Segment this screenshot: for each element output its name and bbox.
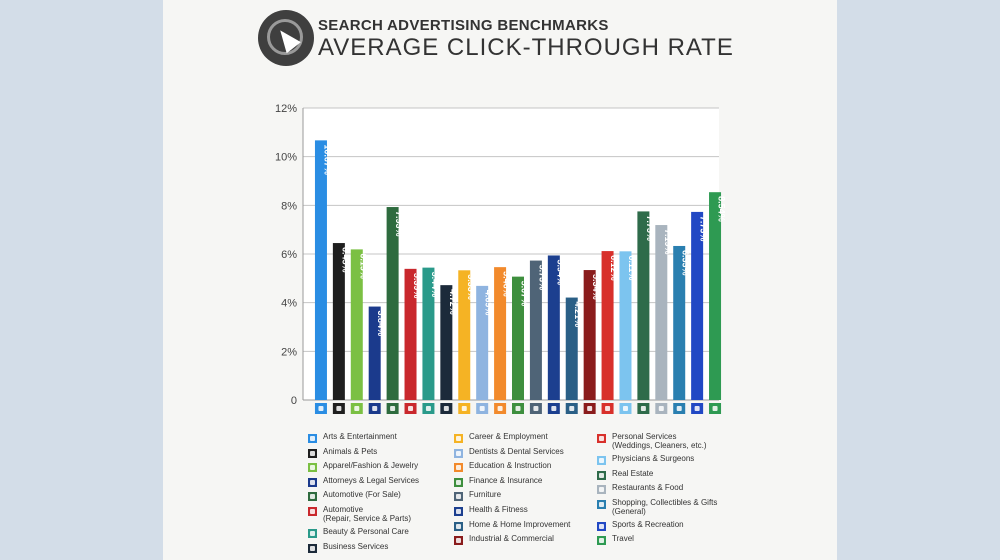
bar [368, 306, 381, 400]
bar-value-label: 5.44% [430, 272, 440, 298]
y-tick-label: 12% [275, 103, 297, 115]
y-tick-label: 6% [281, 249, 297, 261]
bar [583, 270, 596, 400]
bar-value-label: 8.54% [717, 196, 727, 222]
bar [386, 207, 399, 400]
bar-value-label: 6.33% [681, 250, 691, 276]
icon-glyph [336, 406, 342, 411]
icon-glyph [605, 406, 611, 411]
bar [655, 225, 668, 400]
bar [601, 251, 614, 400]
icon-glyph [622, 406, 628, 411]
chart-subtitle: SEARCH ADVERTISING BENCHMARKS [318, 17, 609, 34]
icon-glyph [479, 406, 485, 411]
bar-value-label: 7.93% [394, 211, 404, 237]
bar-value-label: 6.12% [609, 255, 619, 281]
bar-value-label: 6.19% [358, 253, 368, 279]
bar [565, 297, 578, 400]
icon-glyph [658, 406, 664, 411]
icon-glyph [372, 406, 378, 411]
bar-value-label: 4.21% [573, 302, 583, 328]
icon-glyph [408, 406, 414, 411]
bar [619, 251, 632, 400]
bar [458, 270, 471, 400]
icon-glyph [354, 406, 360, 411]
bar-value-label: 3.84% [376, 311, 386, 337]
bar-value-label: 7.75% [645, 215, 655, 241]
bar [350, 249, 363, 400]
icon-glyph [551, 406, 557, 411]
icon-glyph [515, 406, 521, 411]
bar [422, 267, 435, 400]
bar [314, 140, 327, 400]
bar [709, 192, 722, 400]
bar [494, 267, 507, 400]
bar-value-label: 5.46% [502, 271, 512, 297]
y-tick-label: 4% [281, 298, 297, 310]
bar [476, 285, 489, 400]
bar [332, 243, 345, 400]
logo [258, 10, 314, 66]
bar-value-label: 4.69% [484, 290, 494, 316]
icon-glyph [712, 406, 718, 411]
y-tick-label: 2% [281, 346, 297, 358]
bar-value-label: 5.34% [591, 274, 601, 300]
bar [691, 211, 704, 400]
y-tick-label: 0 [291, 395, 297, 407]
bar-value-label: 5.73% [537, 265, 547, 291]
bar-value-label: 4.72% [448, 289, 458, 315]
icon-glyph [569, 406, 575, 411]
bar [673, 245, 686, 400]
y-tick-label: 10% [275, 152, 297, 164]
bar [547, 255, 560, 400]
icon-glyph [640, 406, 646, 411]
bar-value-label: 10.67% [322, 144, 332, 175]
bar [440, 285, 453, 400]
icon-glyph [461, 406, 467, 411]
bar-value-label: 6.11% [627, 255, 637, 280]
bar-value-label: 7.73% [699, 216, 709, 242]
bar [529, 260, 542, 400]
bar [637, 211, 650, 400]
icon-glyph [533, 406, 539, 411]
icon-glyph [497, 406, 503, 411]
icon-glyph [443, 406, 449, 411]
bar-value-label: 5.39% [412, 273, 422, 299]
y-tick-label: 8% [281, 200, 297, 212]
chart-title: AVERAGE CLICK-THROUGH RATE [318, 34, 734, 61]
bar-value-label: 5.33% [466, 274, 476, 300]
icon-glyph [587, 406, 593, 411]
logo-ring [267, 19, 303, 55]
bar-value-label: 7.19% [663, 229, 673, 255]
bar [404, 268, 417, 400]
icon-glyph [676, 406, 682, 411]
icon-glyph [318, 406, 324, 411]
icon-glyph [390, 406, 396, 411]
bar-value-label: 5.94% [555, 259, 565, 285]
icon-glyph [425, 406, 431, 411]
bar-value-label: 6.45% [340, 247, 350, 273]
icon-glyph [694, 406, 700, 411]
bar [512, 276, 524, 400]
bar-value-label: 5.07% [520, 281, 530, 307]
